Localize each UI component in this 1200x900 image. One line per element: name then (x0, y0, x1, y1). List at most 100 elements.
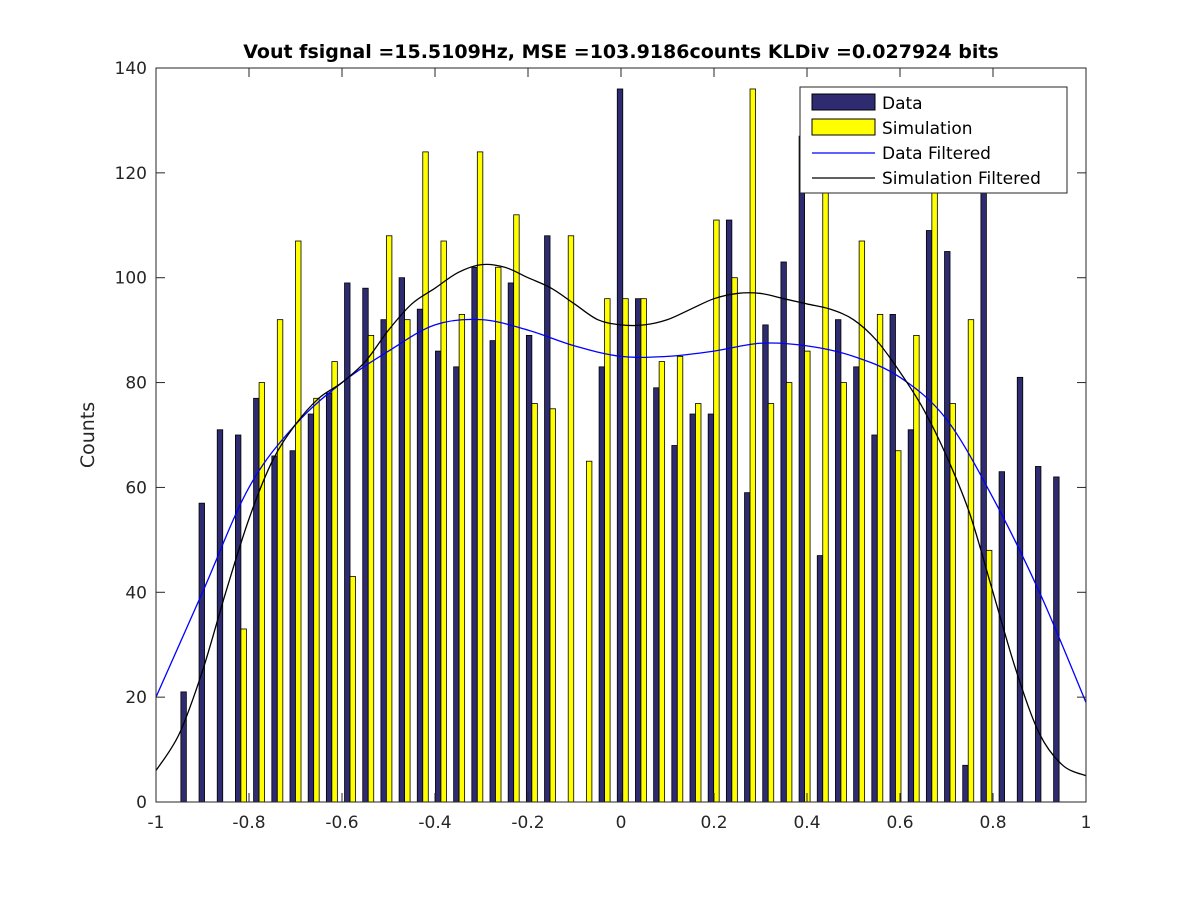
bar-simulation (367, 334, 375, 803)
bar-data (471, 266, 478, 803)
bar-simulation (913, 334, 920, 803)
bar-data (889, 314, 896, 803)
bar-data (398, 277, 405, 803)
legend-swatch-simulation (811, 118, 876, 136)
bar-simulation (458, 314, 466, 803)
bar-simulation (604, 298, 611, 803)
bar-data (325, 392, 333, 803)
bar-simulation (531, 403, 538, 803)
legend-label-data: Data (882, 94, 923, 114)
bar-data (689, 413, 696, 803)
bar-data (962, 764, 969, 803)
bar-data (798, 135, 805, 803)
bar-simulation (713, 219, 720, 803)
bar-data (762, 324, 769, 803)
bar-data (198, 502, 205, 803)
bar-data (216, 429, 224, 803)
bar-data (380, 319, 387, 803)
x-tick-label: -0.2 (511, 813, 544, 833)
bar-simulation (404, 319, 411, 803)
y-tick-label: 20 (125, 688, 147, 708)
x-tick-label: 0.8 (979, 813, 1006, 833)
bar-simulation (658, 361, 666, 803)
bar-simulation (586, 460, 593, 803)
bar-simulation (822, 182, 829, 803)
x-tick-label: 1 (1081, 813, 1092, 833)
line-simulation-filtered (155, 263, 1087, 777)
axes-layer: -1 -0.8 -0.6 -0.4 -0.2 0 0.2 0.4 0.6 0.8 1 0 20 40 60 8… (115, 59, 1092, 833)
bar-simulation (567, 235, 575, 803)
legend-label-data-filtered: Data Filtered (882, 144, 991, 164)
bar-data (453, 366, 460, 803)
bar-simulation (476, 151, 484, 803)
bar-simulation (949, 403, 956, 803)
bar-simulation (876, 314, 884, 803)
bar-data (925, 230, 933, 803)
bar-simulation (840, 382, 847, 803)
bar-simulation (386, 235, 393, 803)
bar-data (180, 691, 187, 803)
x-tick-label: -0.6 (325, 813, 358, 833)
bar-simulation (349, 576, 356, 803)
y-tick-label: 100 (115, 269, 147, 289)
bar-simulation (313, 397, 320, 803)
bar-data (1053, 476, 1060, 803)
bar-simulation (440, 240, 447, 803)
bar-data (307, 413, 315, 803)
x-tick-label: -0.4 (418, 813, 451, 833)
bar-simulation (258, 382, 265, 803)
x-tick-label: -1 (148, 813, 165, 833)
bar-data (525, 334, 533, 803)
y-tick-label: 40 (125, 583, 147, 603)
bar-data (616, 88, 624, 803)
bar-simulation (767, 403, 775, 803)
bar-data (416, 308, 424, 803)
bar-data (1016, 376, 1024, 803)
legend-label-simulation-filtered: Simulation Filtered (882, 169, 1041, 189)
bar-simulation (749, 88, 756, 803)
bar-simulation (295, 240, 302, 803)
bar-data (671, 445, 678, 803)
bar-data (725, 219, 733, 803)
bar-simulation (967, 319, 975, 803)
bar-simulation (331, 361, 338, 803)
bar-simulation (931, 172, 938, 803)
bar-simulation (804, 350, 811, 803)
x-tick-label: -0.8 (232, 813, 265, 833)
bar-data (1035, 466, 1042, 803)
bar-simulation (240, 628, 247, 803)
bar-data (744, 492, 751, 803)
y-tick-label: 0 (136, 793, 147, 813)
bar-data (507, 282, 515, 803)
chart-title: Vout fsignal =15.5109Hz, MSE =103.9186co… (243, 41, 999, 63)
bar-data (980, 104, 987, 803)
bar-data (853, 366, 860, 803)
legend: Data Simulation Data Filtered Simulation… (799, 86, 1068, 194)
bar-data (816, 555, 824, 803)
bar-simulation (422, 151, 429, 803)
bar-simulation (676, 355, 684, 803)
bar-data (707, 413, 715, 803)
bar-data (907, 429, 915, 803)
bar-data (944, 251, 951, 803)
bar-simulation (276, 319, 284, 803)
bar-data (544, 235, 551, 803)
x-tick-label: 0.6 (886, 813, 913, 833)
bar-data (635, 298, 642, 803)
bar-simulation (731, 277, 738, 803)
y-tick-label: 140 (115, 59, 147, 79)
x-tick-label: 0.4 (793, 813, 820, 833)
bar-simulation (495, 266, 502, 803)
bar-simulation (786, 382, 793, 803)
bar-data (435, 350, 442, 803)
y-tick-label: 60 (125, 478, 147, 498)
legend-label-simulation: Simulation (882, 119, 973, 139)
bar-data (871, 434, 878, 803)
x-tick-label: 0.2 (700, 813, 727, 833)
bar-data (235, 434, 242, 803)
bar-data (998, 471, 1005, 803)
bar-data (489, 340, 496, 803)
bar-simulation (640, 298, 647, 803)
bar-simulation (549, 408, 556, 803)
